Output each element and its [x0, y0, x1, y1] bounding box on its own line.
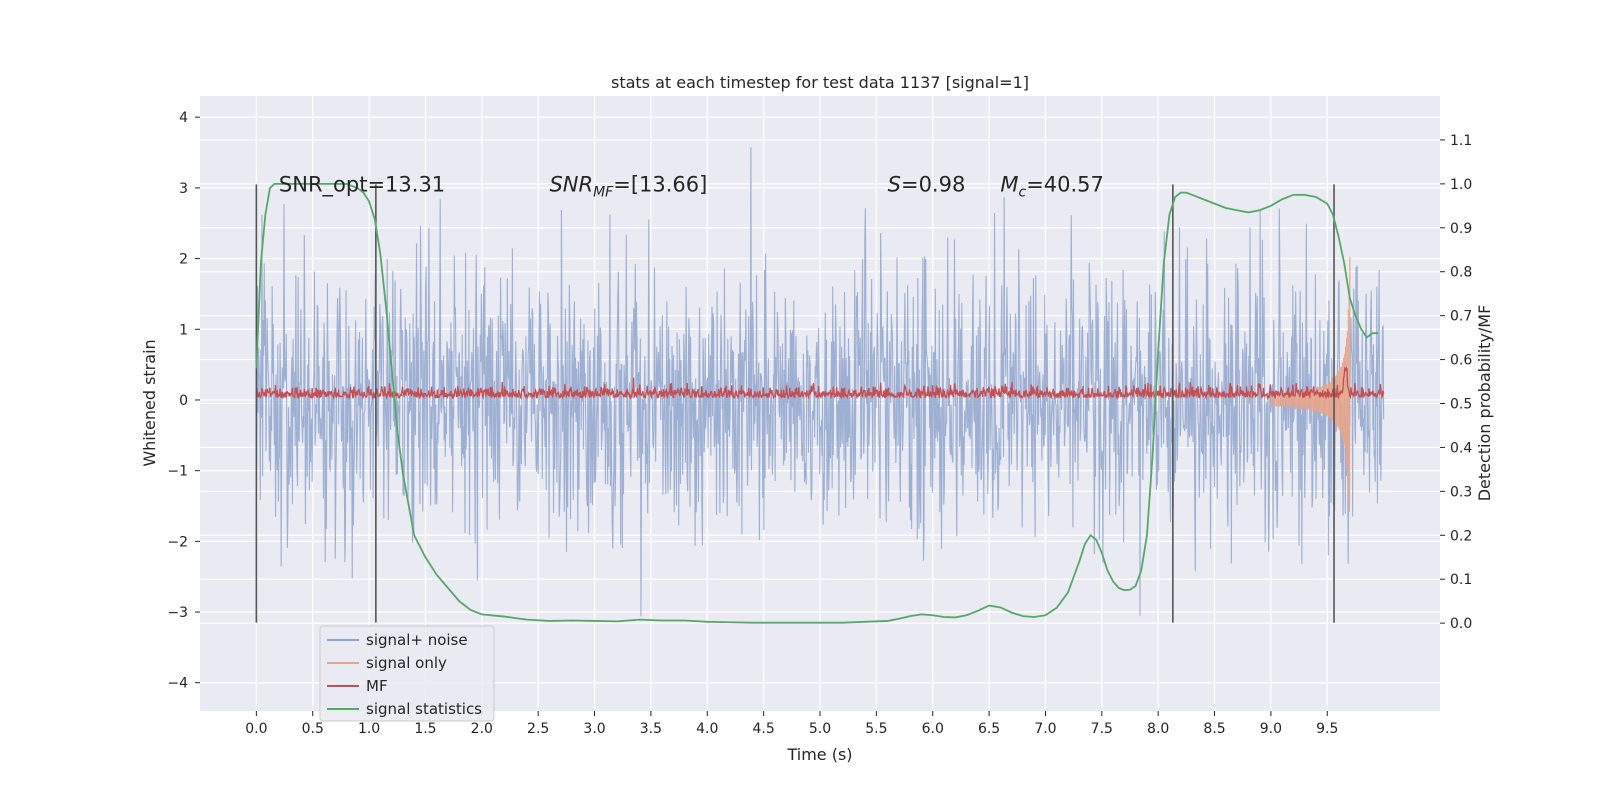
annotation-0: SNR_opt=13.31: [279, 172, 445, 197]
y2-axis-label: Detection probability/MF: [1475, 305, 1494, 502]
y2-tick-label: 0.4: [1450, 440, 1472, 456]
x-tick-label: 5.0: [809, 721, 831, 737]
signal-noise-series: [255, 147, 1385, 617]
y2-tick-label: 0.5: [1450, 397, 1472, 413]
mf-series: [255, 366, 1385, 401]
vlines: [255, 184, 1335, 623]
signal-statistics-series: [255, 182, 1378, 624]
y-tick-label: −2: [167, 534, 188, 550]
y-tick-label: 4: [179, 110, 188, 126]
x-tick-label: 7.5: [1091, 721, 1113, 737]
x-tick-label: 9.5: [1316, 721, 1338, 737]
mf-line: [255, 366, 1385, 401]
legend: signal+ noise signal only MF signal stat…: [319, 625, 495, 722]
y-tick-label: −3: [167, 605, 188, 621]
legend-label-signal-statistics: signal statistics: [366, 700, 482, 718]
x-tick-label: 0.0: [245, 721, 267, 737]
y2-tick-label: 0.1: [1450, 572, 1472, 588]
x-tick-label: 1.5: [414, 721, 436, 737]
x-tick-label: 3.0: [583, 721, 605, 737]
x-axis-ticks: 0.0 0.5 1.0 1.5 2.0 2.5 3.0 3.5 4.0 4.5 5.0 5.5 6.0 6…: [245, 711, 1338, 737]
y-axis-label: Whitened strain: [140, 339, 159, 466]
y-tick-label: 2: [179, 252, 188, 268]
y2-tick-label: 0.3: [1450, 484, 1472, 500]
legend-label-signal-only: signal only: [366, 654, 447, 672]
y2-tick-label: 1.0: [1450, 177, 1472, 193]
x-axis-label: Time (s): [786, 745, 852, 764]
y2-axis-ticks: 0.0 0.1 0.2 0.3 0.4 0.5 0.6 0.7 0.8 0.9 1.0 1.1: [1440, 133, 1472, 632]
chart-title: stats at each timestep for test data 113…: [611, 73, 1029, 92]
y2-tick-label: 0.9: [1450, 221, 1472, 237]
x-tick-label: 9.0: [1260, 721, 1282, 737]
x-tick-label: 6.5: [978, 721, 1000, 737]
signal-noise-line: [255, 147, 1385, 617]
x-tick-label: 1.0: [358, 721, 380, 737]
annotation-3: Mc=40.57: [1000, 172, 1104, 200]
x-tick-label: 6.0: [922, 721, 944, 737]
signal-statistics-line: [255, 182, 1378, 624]
annotation-2: S=0.98: [888, 172, 966, 196]
x-tick-label: 2.5: [527, 721, 549, 737]
legend-label-mf: MF: [366, 677, 388, 695]
x-tick-label: 5.5: [865, 721, 887, 737]
x-tick-label: 8.5: [1203, 721, 1225, 737]
y-tick-label: −1: [167, 464, 188, 480]
x-tick-label: 8.0: [1147, 721, 1169, 737]
y-tick-label: −4: [167, 676, 188, 692]
annotations: SNR_opt=13.31 SNRMF=[13.66] S=0.98 Mc=40.57: [279, 172, 1104, 200]
x-tick-label: 4.0: [696, 721, 718, 737]
y-tick-label: 3: [179, 181, 188, 197]
legend-box: [319, 625, 495, 722]
y2-tick-label: 0.0: [1450, 616, 1472, 632]
y2-tick-label: 0.7: [1450, 309, 1472, 325]
legend-label-signal-noise: signal+ noise: [366, 631, 468, 649]
y2-tick-label: 0.2: [1450, 528, 1472, 544]
y-tick-label: 1: [179, 322, 188, 338]
y2-tick-label: 0.6: [1450, 353, 1472, 369]
x-tick-label: 0.5: [302, 721, 324, 737]
x-tick-label: 3.5: [640, 721, 662, 737]
x-tick-label: 7.0: [1034, 721, 1056, 737]
signal-only-line: [1270, 256, 1351, 512]
x-tick-label: 4.5: [753, 721, 775, 737]
y-axis-ticks: −4 −3 −2 −1 0 1 2 3 4: [167, 110, 200, 692]
annotation-1: SNRMF=[13.66]: [549, 172, 707, 200]
x-tick-label: 2.0: [471, 721, 493, 737]
y2-tick-label: 0.8: [1450, 265, 1472, 281]
y-tick-label: 0: [179, 393, 188, 409]
signal-only-series: [1270, 256, 1351, 512]
y2-tick-label: 1.1: [1450, 133, 1472, 149]
